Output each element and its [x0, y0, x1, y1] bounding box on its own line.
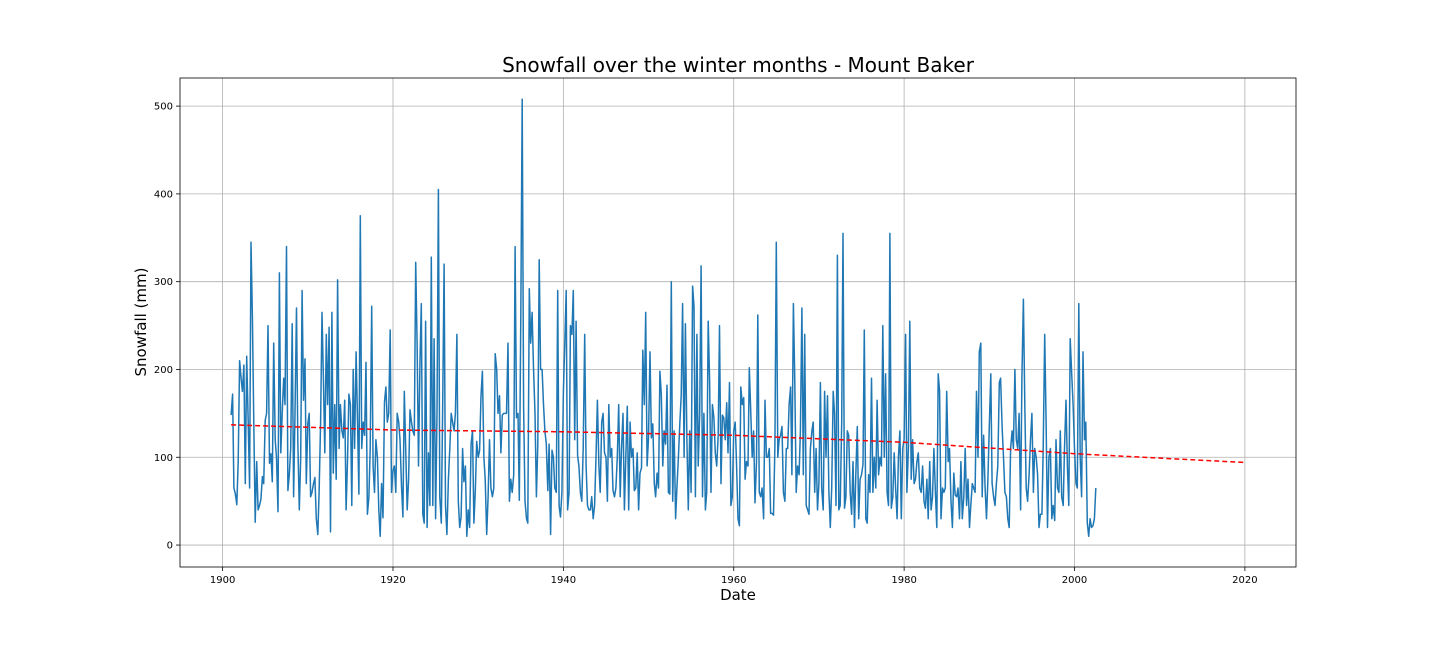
grid	[180, 78, 1296, 567]
axis-ticks: 1900 1920 1940 1960 1980 2000 2020 0 100 200 300 40…	[154, 102, 1258, 586]
x-tick-label: 1940	[551, 575, 576, 586]
y-tick-label: 200	[154, 365, 173, 376]
series-group	[230, 98, 1245, 538]
trend-line	[231, 424, 1245, 464]
y-tick-label: 300	[154, 277, 173, 288]
x-tick-label: 1920	[380, 575, 405, 586]
y-tick-label: 100	[154, 453, 173, 464]
x-axis-label: Date	[720, 586, 756, 604]
y-tick-label: 500	[154, 102, 173, 113]
x-tick-label: 1980	[891, 575, 916, 586]
chart-title: Snowfall over the winter months - Mount …	[502, 53, 975, 77]
x-tick-label: 2000	[1062, 575, 1087, 586]
x-tick-label: 2020	[1232, 575, 1257, 586]
y-axis-label: Snowfall (mm)	[132, 268, 150, 377]
snowfall-series-line	[230, 98, 1097, 538]
y-tick-label: 400	[154, 189, 173, 200]
y-tick-label: 0	[167, 541, 173, 552]
x-tick-label: 1900	[210, 575, 235, 586]
plot-frame	[179, 77, 1297, 568]
x-tick-label: 1960	[721, 575, 746, 586]
